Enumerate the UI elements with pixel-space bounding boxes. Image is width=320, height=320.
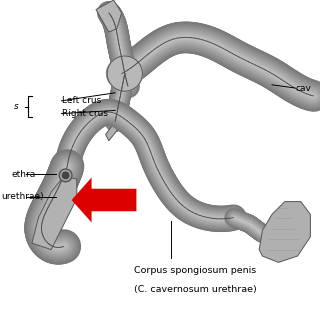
Text: Corpus spongiosum penis: Corpus spongiosum penis xyxy=(134,266,257,275)
Text: s: s xyxy=(14,102,19,111)
Text: cav: cav xyxy=(296,84,312,92)
Text: ethra: ethra xyxy=(11,170,36,179)
Polygon shape xyxy=(32,176,77,250)
Text: (C. cavernosum urethrae): (C. cavernosum urethrae) xyxy=(134,285,257,294)
Polygon shape xyxy=(106,109,128,141)
Circle shape xyxy=(59,169,72,182)
Polygon shape xyxy=(259,202,310,262)
Circle shape xyxy=(62,172,69,179)
Polygon shape xyxy=(96,0,122,32)
Text: urethrae): urethrae) xyxy=(2,192,44,201)
Circle shape xyxy=(107,56,142,91)
Text: Left crus: Left crus xyxy=(62,96,102,105)
Text: Right crus: Right crus xyxy=(62,109,108,118)
